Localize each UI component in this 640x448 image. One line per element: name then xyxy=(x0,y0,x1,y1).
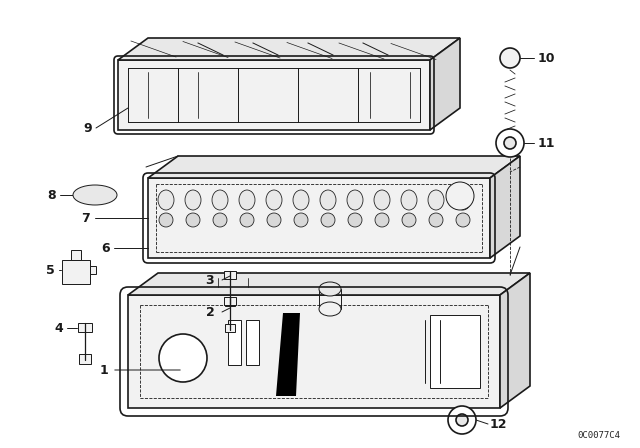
Polygon shape xyxy=(276,313,300,396)
Ellipse shape xyxy=(159,213,173,227)
Polygon shape xyxy=(79,354,91,364)
Ellipse shape xyxy=(319,282,341,296)
Ellipse shape xyxy=(213,213,227,227)
Text: 1: 1 xyxy=(99,363,108,376)
Circle shape xyxy=(448,406,476,434)
Ellipse shape xyxy=(348,213,362,227)
Text: 2: 2 xyxy=(205,306,214,319)
Text: 4: 4 xyxy=(54,322,63,335)
Text: 9: 9 xyxy=(83,121,92,134)
Ellipse shape xyxy=(402,213,416,227)
Polygon shape xyxy=(78,323,92,332)
Polygon shape xyxy=(71,250,81,260)
Circle shape xyxy=(496,129,524,157)
Ellipse shape xyxy=(185,190,201,210)
Ellipse shape xyxy=(186,213,200,227)
Text: 11: 11 xyxy=(538,137,556,150)
Polygon shape xyxy=(430,315,480,388)
Ellipse shape xyxy=(401,190,417,210)
Polygon shape xyxy=(500,273,530,408)
Polygon shape xyxy=(118,60,430,130)
Polygon shape xyxy=(148,156,520,178)
Ellipse shape xyxy=(320,190,336,210)
Ellipse shape xyxy=(429,213,443,227)
Polygon shape xyxy=(148,178,490,258)
Ellipse shape xyxy=(158,190,174,210)
Polygon shape xyxy=(128,273,530,295)
Polygon shape xyxy=(62,260,90,284)
Ellipse shape xyxy=(240,213,254,227)
Polygon shape xyxy=(246,320,259,365)
Ellipse shape xyxy=(319,302,341,316)
Text: 3: 3 xyxy=(205,273,214,287)
Ellipse shape xyxy=(293,190,309,210)
Text: 0C0077C4: 0C0077C4 xyxy=(577,431,620,440)
Ellipse shape xyxy=(294,213,308,227)
Circle shape xyxy=(500,48,520,68)
Text: 7: 7 xyxy=(81,211,90,224)
Polygon shape xyxy=(225,324,235,332)
Ellipse shape xyxy=(374,190,390,210)
Polygon shape xyxy=(224,271,236,279)
Ellipse shape xyxy=(267,213,281,227)
Text: 12: 12 xyxy=(490,418,508,431)
Ellipse shape xyxy=(456,213,470,227)
Text: 8: 8 xyxy=(47,189,56,202)
Text: 5: 5 xyxy=(46,263,55,276)
Ellipse shape xyxy=(428,190,444,210)
Polygon shape xyxy=(128,295,500,408)
Text: 10: 10 xyxy=(538,52,556,65)
Ellipse shape xyxy=(239,190,255,210)
Polygon shape xyxy=(225,298,235,306)
Circle shape xyxy=(446,182,474,210)
Ellipse shape xyxy=(347,190,363,210)
Circle shape xyxy=(504,137,516,149)
Circle shape xyxy=(456,414,468,426)
Circle shape xyxy=(159,334,207,382)
Polygon shape xyxy=(430,38,460,130)
Ellipse shape xyxy=(266,190,282,210)
Text: 6: 6 xyxy=(101,241,110,254)
Ellipse shape xyxy=(73,185,117,205)
Polygon shape xyxy=(118,38,460,60)
Polygon shape xyxy=(228,320,241,365)
Polygon shape xyxy=(224,297,236,305)
Ellipse shape xyxy=(375,213,389,227)
Ellipse shape xyxy=(212,190,228,210)
Polygon shape xyxy=(490,156,520,258)
Polygon shape xyxy=(90,266,96,274)
Ellipse shape xyxy=(321,213,335,227)
Ellipse shape xyxy=(455,190,471,210)
